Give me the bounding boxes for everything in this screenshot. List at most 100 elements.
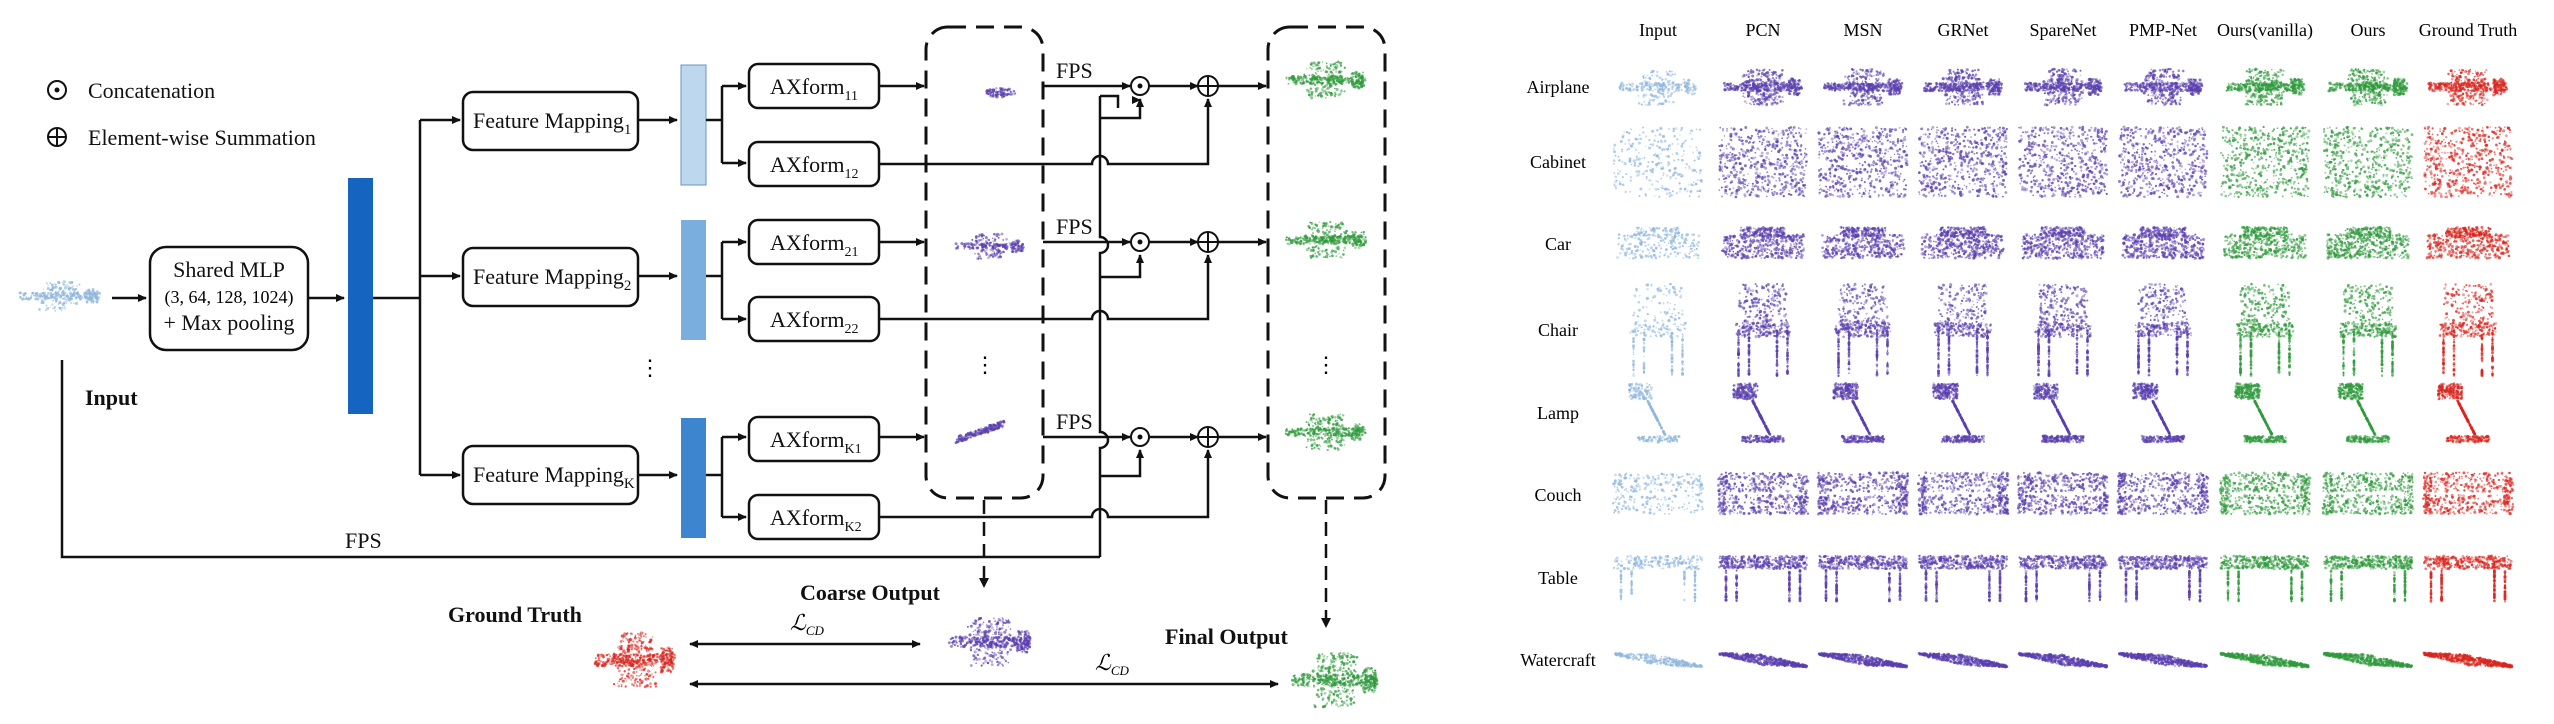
branch-ellipsis: ⋮ xyxy=(639,355,661,380)
grid-row-labels: Airplane Cabinet Car Chair Lamp Couch Table Wat… xyxy=(1520,77,1596,670)
result-cell xyxy=(1612,554,1704,603)
grid-column-headers: Input PCN MSN GRNet SpareNet PMP-Net Ours(vani… xyxy=(1639,20,2517,41)
feature-mapping-1: Feature Mapping1 xyxy=(461,90,640,152)
architecture-diagram: Concatenation Element-wise Summation Inp… xyxy=(18,25,1387,709)
result-cell xyxy=(2219,471,2312,516)
input-point-cloud xyxy=(18,279,101,312)
result-cell xyxy=(1612,126,1703,198)
fps-label-k: FPS xyxy=(1056,409,1093,434)
svg-text:Feature Mapping1: Feature Mapping1 xyxy=(473,108,631,138)
result-cell xyxy=(2116,471,2210,516)
result-cell xyxy=(2339,283,2398,377)
result-cell xyxy=(1734,282,1791,378)
result-cell xyxy=(2032,382,2085,444)
result-cell xyxy=(2134,282,2193,377)
column-header: MSN xyxy=(1843,20,1882,40)
result-cell xyxy=(2034,283,2092,378)
shared-mlp-block: Shared MLP (3, 64, 128, 1024) + Max pool… xyxy=(148,245,310,352)
result-cell xyxy=(2021,225,2105,260)
branch-feature-bar-k xyxy=(681,418,706,538)
result-cell xyxy=(1612,472,1705,516)
coarse-points-group xyxy=(924,25,1045,500)
axform-k1: AXformK1 xyxy=(747,415,881,463)
result-cell xyxy=(1817,126,1909,199)
result-cell xyxy=(2234,382,2287,444)
row-label: Table xyxy=(1538,568,1578,588)
result-cell xyxy=(2219,125,2311,199)
svg-text:Feature Mapping2: Feature Mapping2 xyxy=(473,264,631,294)
branch-feature-bar-1 xyxy=(680,64,707,186)
result-cell xyxy=(2325,225,2410,260)
coarse-partial-k xyxy=(954,419,1006,445)
result-cell xyxy=(2327,68,2409,107)
result-cell xyxy=(1722,68,1804,107)
mlp-pooling: + Max pooling xyxy=(164,310,295,335)
row-label: Cabinet xyxy=(1530,152,1586,172)
result-cell xyxy=(1628,382,1681,444)
result-cell xyxy=(1917,125,2008,198)
column-header: Ground Truth xyxy=(2419,20,2518,40)
final-ellipsis: ⋮ xyxy=(1315,352,1337,377)
result-cell xyxy=(1618,70,1698,107)
loss-label-final: ℒCD xyxy=(1095,650,1130,678)
svg-text:AXform12: AXform12 xyxy=(770,152,859,182)
result-cell xyxy=(2323,554,2413,603)
result-cell xyxy=(2117,125,2209,199)
final-part-1 xyxy=(1285,60,1367,100)
row-label: Watercraft xyxy=(1520,650,1596,670)
final-part-2 xyxy=(1284,221,1368,260)
axform-k2: AXformK2 xyxy=(747,493,881,541)
grid-cells xyxy=(1612,67,2515,669)
ground-truth-label: Ground Truth xyxy=(448,602,582,627)
axform-22: AXform22 xyxy=(747,295,881,343)
final-points-group xyxy=(1266,25,1387,500)
coarse-partial-2 xyxy=(954,232,1025,261)
svg-text:AXformK1: AXformK1 xyxy=(770,427,862,457)
concat-node-2 xyxy=(1130,232,1150,252)
result-cell xyxy=(1931,382,1986,444)
final-part-k xyxy=(1284,413,1367,452)
result-cell xyxy=(2425,225,2511,260)
result-cell xyxy=(2236,282,2295,378)
loss-label-coarse: ℒCD xyxy=(790,610,825,638)
result-cell xyxy=(2436,382,2491,444)
result-cell xyxy=(2438,282,2498,378)
branch-feature-bar-2 xyxy=(681,220,706,340)
final-output-label: Final Output xyxy=(1165,624,1289,649)
result-cell xyxy=(2121,226,2206,260)
legend: Concatenation Element-wise Summation xyxy=(47,78,316,150)
result-cell xyxy=(2422,471,2515,516)
result-cell xyxy=(2017,125,2109,199)
svg-text:AXform11: AXform11 xyxy=(770,74,858,104)
result-cell xyxy=(1933,283,1993,378)
result-cell xyxy=(1917,651,2009,669)
input-label: Input xyxy=(85,385,138,410)
result-cell xyxy=(1816,471,1910,516)
legend-sum-label: Element-wise Summation xyxy=(88,125,316,150)
column-header: PCN xyxy=(1745,20,1780,40)
coarse-output-cloud xyxy=(948,616,1032,667)
sum-icon xyxy=(47,127,67,147)
row-label: Car xyxy=(1545,234,1571,254)
mlp-dims: (3, 64, 128, 1024) xyxy=(165,287,294,308)
row-label: Airplane xyxy=(1527,77,1590,97)
column-header: Ours(vanilla) xyxy=(2217,20,2313,41)
result-cell xyxy=(1920,225,2005,260)
fps-label-2: FPS xyxy=(1056,214,1093,239)
legend-concat-label: Concatenation xyxy=(88,78,215,103)
global-feature-bar xyxy=(348,178,373,414)
result-cell xyxy=(2322,126,2414,199)
result-cell xyxy=(2222,225,2307,260)
result-cell xyxy=(2117,554,2209,603)
sum-node-1 xyxy=(1197,75,1219,97)
result-cell xyxy=(1718,651,1808,669)
svg-text:AXform21: AXform21 xyxy=(770,230,859,260)
axform-21: AXform21 xyxy=(747,218,881,266)
sum-node-k xyxy=(1197,426,1219,448)
feature-mapping-2: Feature Mapping2 xyxy=(461,246,640,308)
result-cell xyxy=(1821,225,1906,260)
result-cell xyxy=(1717,471,1810,516)
column-header: Ours xyxy=(2351,20,2386,40)
result-cell xyxy=(2016,471,2110,516)
coarse-output-label: Coarse Output xyxy=(800,580,941,605)
